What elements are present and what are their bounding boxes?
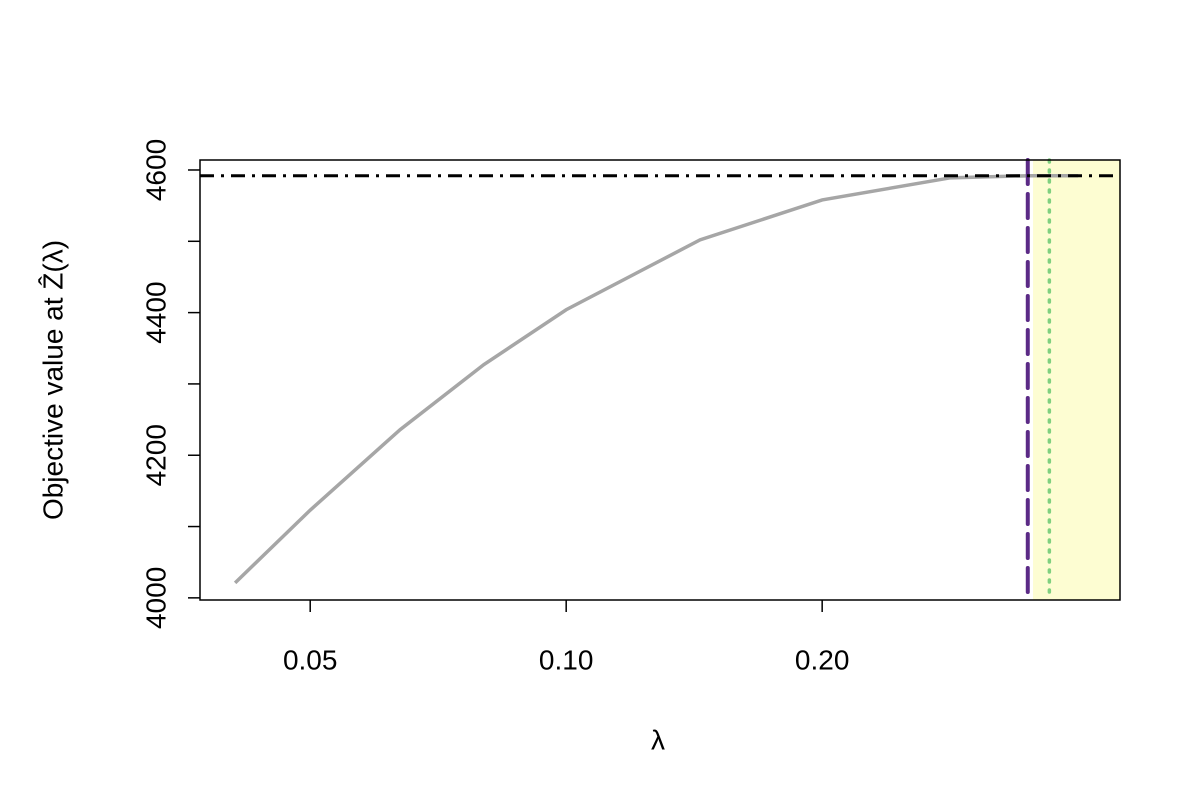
x-axis-label: λ — [651, 724, 665, 755]
x-tick-label: 0.05 — [283, 644, 338, 675]
line — [233, 173, 1079, 585]
shaded-region — [1033, 160, 1120, 600]
plot-frame — [199, 159, 1121, 601]
y-tick-label: 4400 — [140, 281, 171, 343]
y-tick-label: 4600 — [140, 139, 171, 201]
y-axis-label: Objective value at Ẑ(λ) — [37, 240, 68, 520]
x-tick-label: 0.20 — [795, 644, 850, 675]
y-tick-label: 4000 — [140, 567, 171, 629]
y-tick-label: 4200 — [140, 424, 171, 486]
x-tick-label: 0.10 — [539, 644, 594, 675]
